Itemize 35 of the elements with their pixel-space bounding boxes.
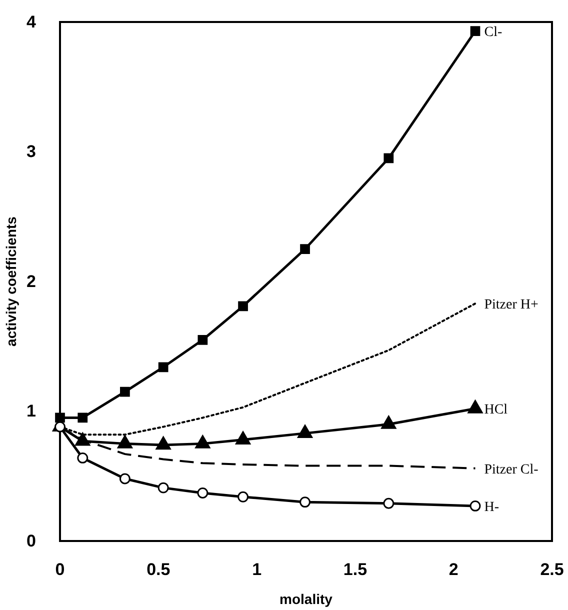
series-label: HCl	[484, 402, 508, 418]
x-axis-title: molality	[280, 591, 333, 607]
y-tick-label: 0	[26, 531, 36, 550]
series-label: Pitzer H+	[484, 298, 539, 313]
point	[77, 452, 88, 464]
point	[119, 473, 130, 484]
y-tick-label: 2	[26, 272, 36, 291]
y-tick-label: 4	[26, 12, 37, 32]
point	[383, 498, 394, 509]
x-tick-label: 0.5	[146, 560, 170, 580]
point	[78, 412, 88, 423]
point	[384, 153, 394, 164]
x-tick-label: 2	[448, 560, 458, 580]
point	[470, 26, 480, 36]
point	[120, 386, 130, 397]
point	[158, 482, 169, 494]
point	[158, 362, 168, 372]
series-label: Cl-	[484, 25, 502, 40]
y-tick-label: 1	[26, 402, 36, 421]
point	[300, 496, 310, 508]
point	[54, 421, 66, 432]
x-tick-label: 1.5	[343, 560, 368, 580]
y-axis-title: activity coefficients	[3, 216, 19, 346]
point	[470, 500, 481, 512]
point	[238, 491, 248, 502]
point	[238, 301, 248, 312]
x-tick-label: 0	[55, 560, 65, 580]
point	[197, 488, 208, 498]
point	[300, 244, 310, 254]
series-label: H-	[484, 500, 500, 515]
x-tick-label: 2.5	[540, 560, 564, 580]
point	[198, 334, 208, 345]
y-tick-label: 3	[26, 142, 36, 162]
x-tick-label: 1	[252, 560, 262, 580]
series-label: Pitzer Cl-	[484, 462, 539, 478]
